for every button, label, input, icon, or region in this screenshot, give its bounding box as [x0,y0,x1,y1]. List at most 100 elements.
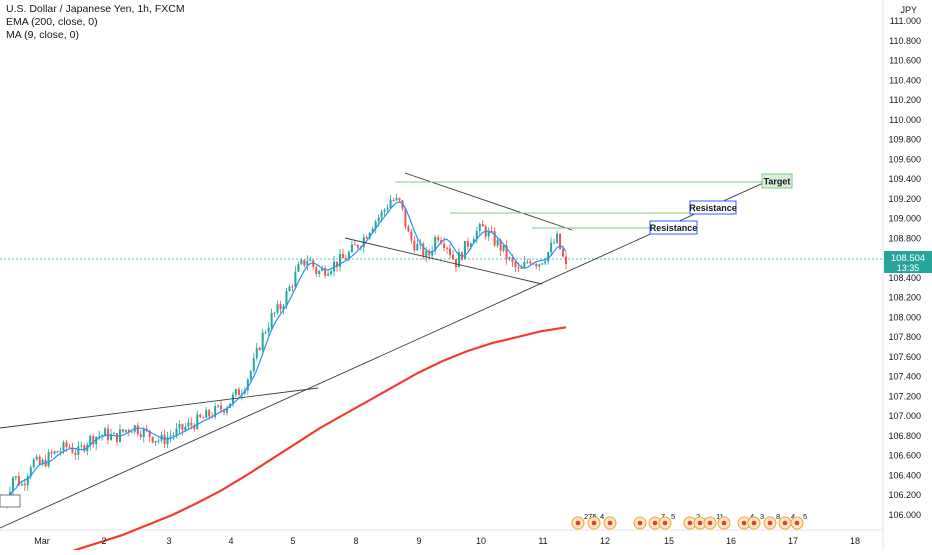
candle-body [151,436,154,443]
candle-body [107,428,110,440]
candle-body [493,231,496,246]
target-label[interactable]: Target [761,173,793,189]
candle-body [89,435,92,445]
event-flag-dot [741,520,747,526]
candle-body [553,242,556,244]
candle-body [110,434,113,440]
candle-body [457,252,460,268]
time-tick-label: 4 [228,536,233,546]
candle-body [95,436,98,445]
candle-body [41,459,44,465]
candle-body [267,327,270,333]
resistance-upper-label[interactable]: Resistance [689,200,737,215]
candle-body [124,430,127,432]
event-count-label: 3 [760,512,764,521]
event-flag-dot [687,520,693,526]
candle-body [17,476,20,486]
candle-body [166,437,169,445]
candle-body [508,257,511,259]
candle-body [53,451,56,454]
candle-body [389,200,392,208]
candle-body [157,440,160,442]
candle-body [214,406,217,417]
candle-body [226,407,229,413]
candle-body [496,239,499,246]
candle-body [404,208,407,227]
triangle-lower-line [344,237,543,285]
time-tick-label: 2 [101,536,106,546]
event-count-label: 4 [791,512,795,521]
resistance-lower-label[interactable]: Resistance [649,220,698,235]
candle-body [517,267,520,269]
price-tick-label: 109.200 [888,194,921,204]
price-tick-label: 107.000 [888,411,921,421]
time-tick-label: Mar [34,536,50,546]
candle-body [246,379,249,391]
time-axis[interactable]: Mar 2 3 4 5 8 9 10 11 12 15 16 17 18 [34,536,860,546]
candle-body [300,259,303,264]
svg-text:108.504: 108.504 [891,253,925,264]
candle-body [237,389,240,396]
candle-body [273,312,276,314]
currency-label: JPY [900,5,917,15]
price-tick-label: 107.200 [888,391,921,401]
candle-body [136,425,139,435]
time-tick-label: 17 [788,536,798,546]
event-count-label: 11 [716,512,724,521]
price-tick-label: 106.000 [888,510,921,520]
candle-body [56,451,59,453]
event-flag-dot [751,520,757,526]
candle-body [318,270,321,274]
time-tick-label: 5 [290,536,295,546]
candle-body [452,255,455,260]
event-count-label: 4 [750,512,754,521]
price-tick-label: 108.400 [888,273,921,283]
candle-body [463,240,466,260]
candle-body [556,233,559,243]
price-tick-label: 107.600 [888,352,921,362]
candle-body [121,429,124,432]
candle-body [26,476,29,486]
candle-body [187,422,190,427]
svg-text:Target: Target [764,177,791,187]
candle-body [270,312,273,328]
candle-body [11,477,14,492]
candle-body [541,263,544,265]
candle-body [68,446,71,448]
event-flag-dot [607,520,613,526]
candle-body [101,435,104,437]
price-tick-label: 109.800 [888,135,921,145]
symbol-title[interactable]: U.S. Dollar / Japanese Yen, 1h, FXCM [6,3,185,15]
price-tick-label: 110.200 [889,95,921,105]
candle-body [529,261,532,264]
time-tick-label: 3 [166,536,171,546]
ema-indicator-label[interactable]: EMA (200, close, 0) [6,16,98,28]
economic-events[interactable]: 275 4 7 5 2 11 4 3 8 4 5 [571,512,807,530]
candle-body [386,207,389,210]
candle-body [544,261,547,264]
time-tick-label: 8 [353,536,358,546]
current-price-label: 108.504 13:35 [884,251,932,273]
candle-body [365,237,368,239]
event-count-label: 4 [600,512,604,521]
candle-body [294,271,297,287]
ma-9-line [3,201,567,506]
candle-body [350,244,353,252]
event-flag-dot [637,520,643,526]
candle-body [276,304,279,313]
candle-body [145,428,148,431]
price-tick-label: 110.400 [889,75,921,85]
candle-body [347,251,350,260]
candle-body [115,433,118,442]
candle-body [142,428,145,438]
left-edge-marker [0,494,21,508]
candle-body [20,483,23,486]
candle-body [505,245,508,259]
ma-indicator-label[interactable]: MA (9, close, 0) [6,29,79,41]
candle-body [279,304,282,310]
candle-body [398,197,401,201]
candle-body [205,410,208,418]
svg-text:13:35: 13:35 [897,263,920,273]
